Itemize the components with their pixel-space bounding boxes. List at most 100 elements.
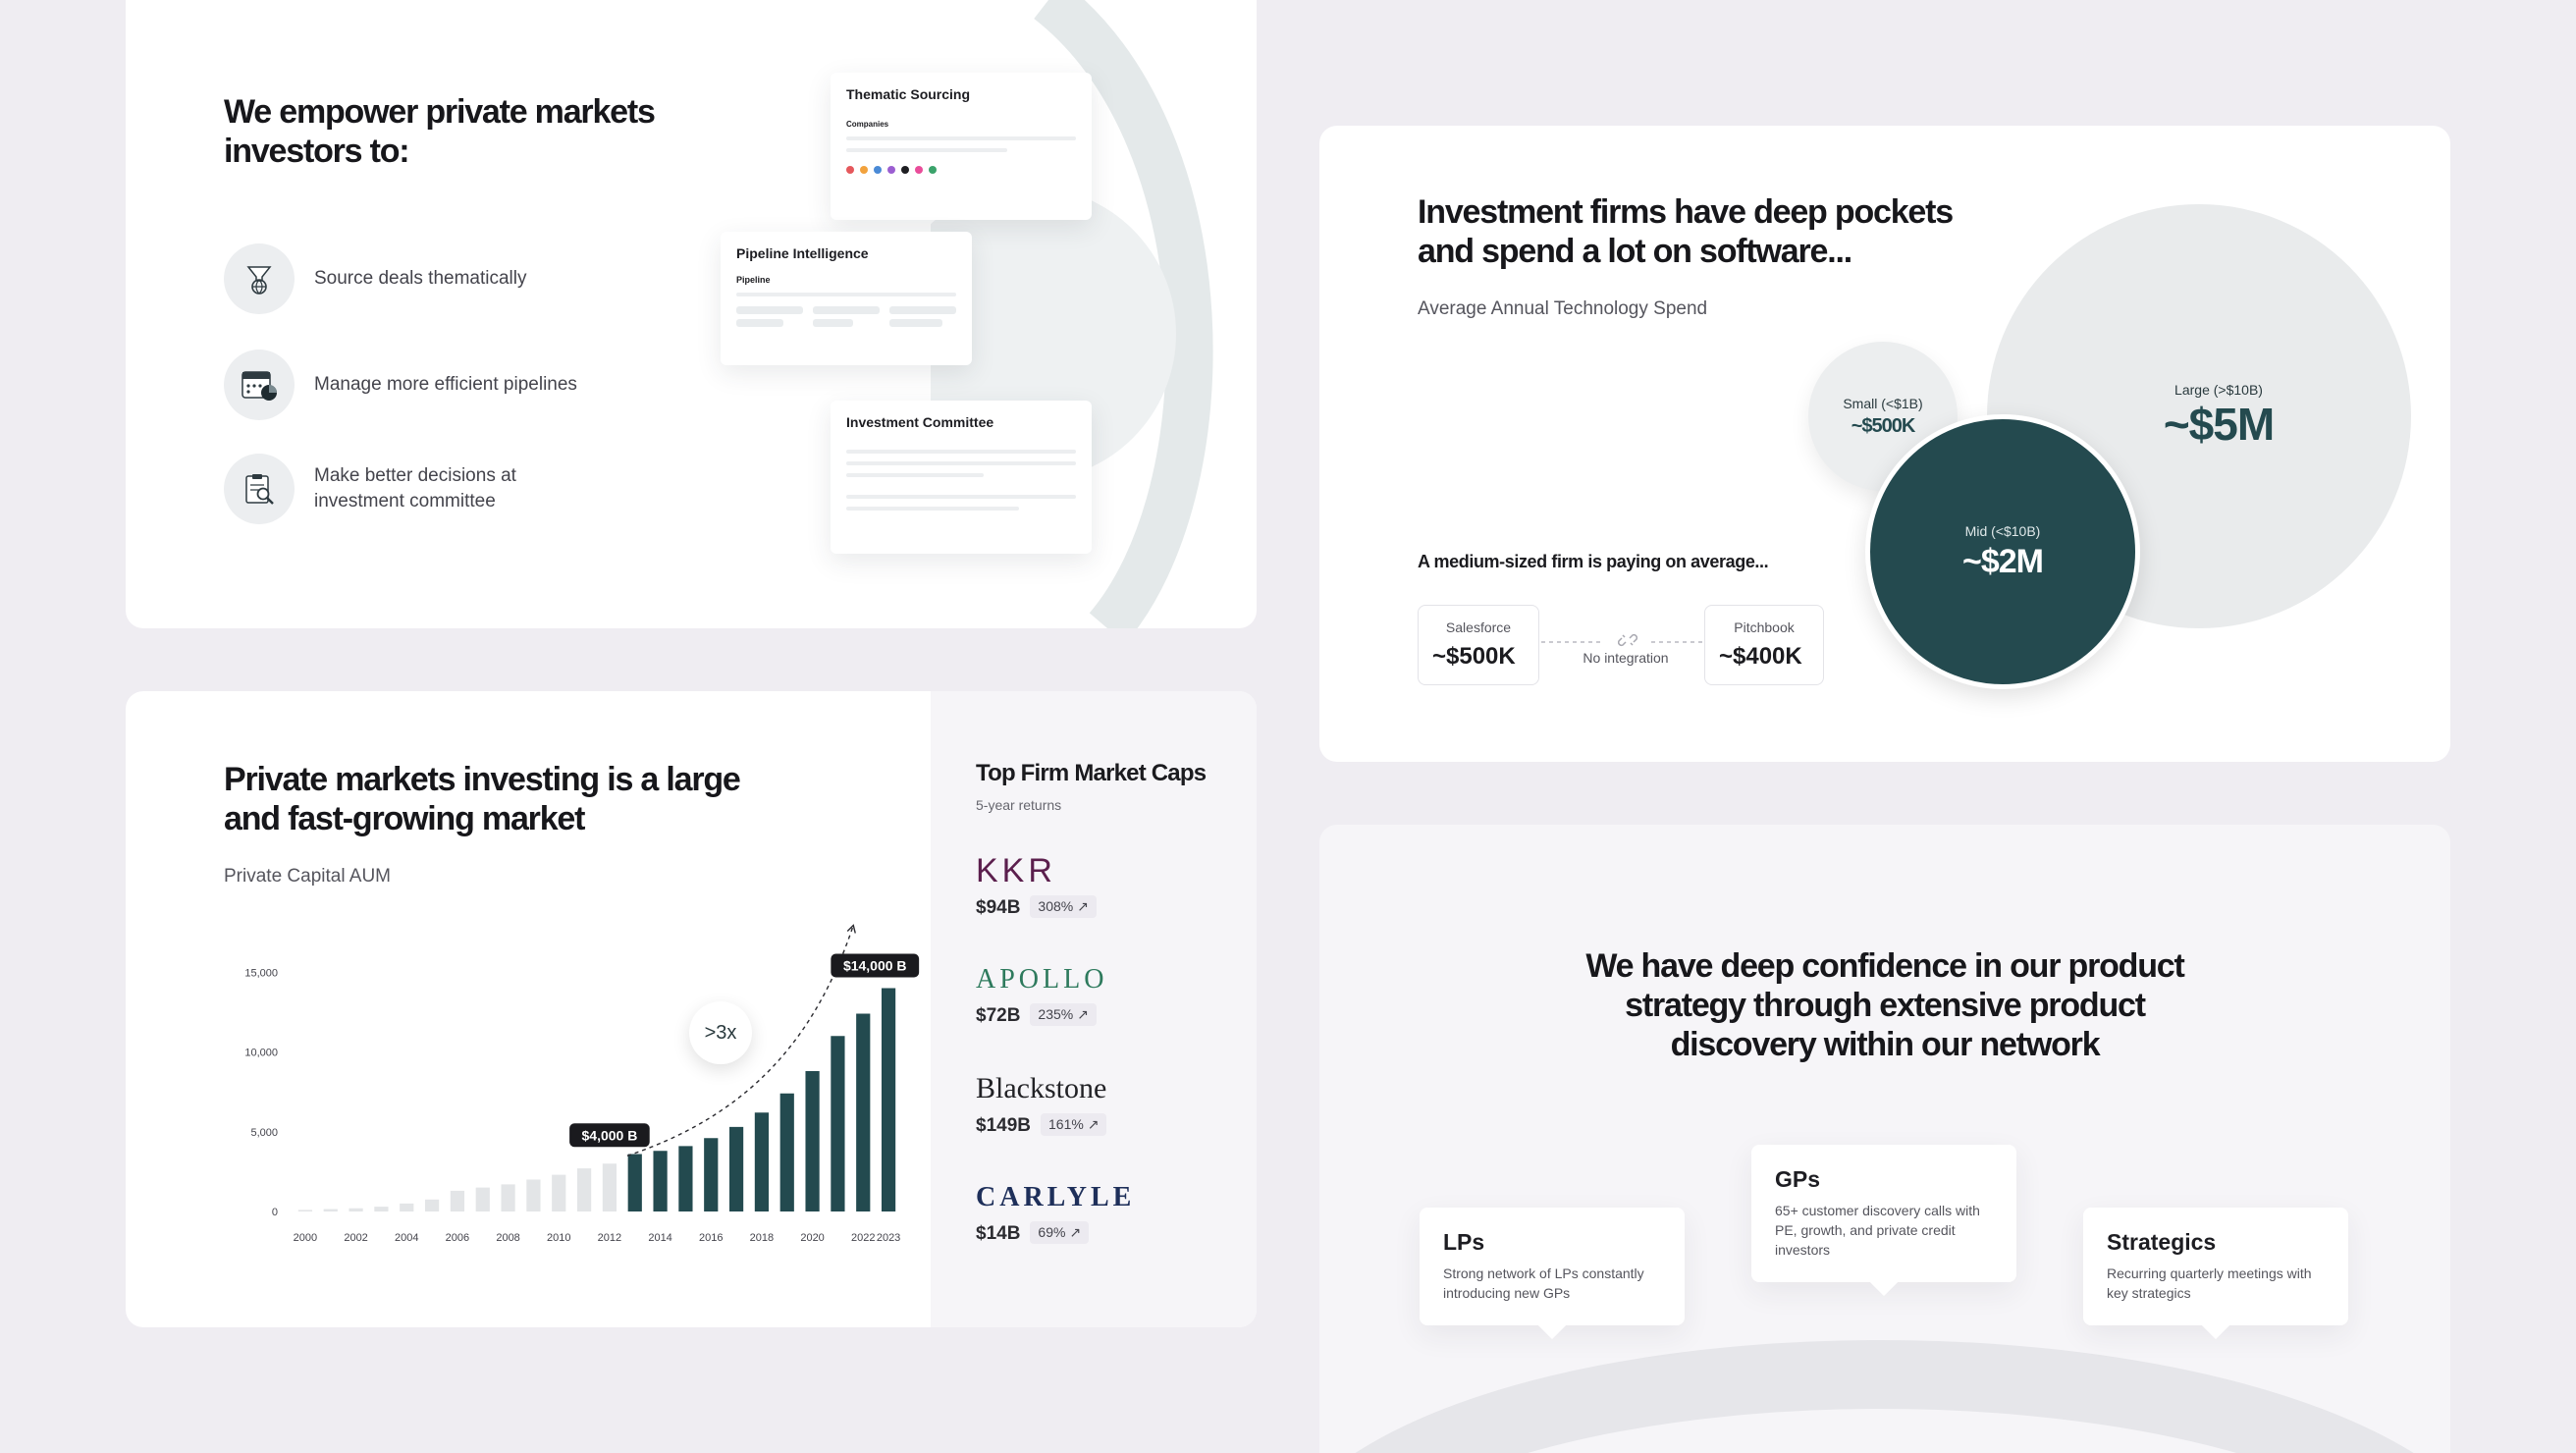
y-tick-label: 10,000 — [244, 1048, 278, 1059]
tool-label: Salesforce — [1445, 619, 1512, 635]
market-title-line2: and fast-growing market — [224, 800, 585, 837]
desc-line: 65+ customer discovery calls with — [1775, 1203, 1980, 1218]
thematic-sourcing-title: Thematic Sourcing — [846, 86, 971, 102]
bubble-value: ~$5M — [2163, 399, 2275, 450]
x-tick-label: 2014 — [648, 1232, 671, 1244]
placeholder-row — [846, 495, 1076, 499]
bar-2023 — [881, 988, 896, 1211]
spend-subtitle: Average Annual Technology Spend — [1418, 298, 1708, 319]
bar-2017 — [728, 1126, 744, 1211]
network-card-title: GPs — [1775, 1166, 1821, 1192]
bubble-mid: Mid (<$10B) ~$2M — [1865, 414, 2140, 689]
investment-committee-title: Investment Committee — [846, 414, 994, 430]
kanban-columns — [736, 306, 956, 327]
y-tick-label: 5,000 — [250, 1127, 278, 1139]
bar-2015 — [678, 1146, 693, 1211]
bar-2002 — [349, 1208, 363, 1211]
feature-text-line1: Make better decisions at — [314, 465, 516, 486]
carlyle-logo: CARLYLE — [976, 1182, 1136, 1212]
placeholder-row — [846, 473, 985, 477]
bar-2007 — [475, 1187, 490, 1211]
pitchbook-spend: Pitchbook ~$400K — [1704, 605, 1824, 685]
firm-return: 308% — [1038, 898, 1074, 914]
firm-market-cap: $149B — [976, 1115, 1031, 1136]
calendar-pie-icon — [224, 350, 295, 420]
empower-title: We empower private markets investors to: — [224, 92, 656, 171]
bar-2019 — [779, 1093, 794, 1211]
x-tick-label: 2018 — [750, 1232, 774, 1244]
bar-2005 — [424, 1199, 440, 1211]
broken-link-icon — [1617, 630, 1638, 650]
growth-arrow — [626, 925, 854, 1157]
firm-return: 69% — [1038, 1224, 1066, 1240]
desc-line: investors — [1775, 1242, 1831, 1258]
bar-2021 — [831, 1036, 845, 1211]
tool-value: ~$500K — [1432, 643, 1516, 670]
bar-2010 — [552, 1174, 566, 1211]
clipboard-search-icon — [224, 454, 295, 524]
tool-label: Pitchbook — [1734, 619, 1795, 635]
logo-row — [846, 166, 1076, 174]
dashed-connector — [1541, 641, 1710, 643]
placeholder-row — [846, 450, 1076, 454]
market-title: Private markets investing is a large and… — [224, 760, 741, 838]
x-tick-label: 2020 — [800, 1232, 824, 1244]
tool-value: ~$400K — [1719, 643, 1802, 670]
bar-2013 — [627, 1154, 642, 1211]
bar-2008 — [501, 1184, 515, 1211]
bar-2018 — [754, 1112, 770, 1211]
bubble-value: ~$2M — [1962, 542, 2044, 580]
feature-source-deals: Source deals thematically — [224, 243, 527, 314]
firm-market-cap: $72B — [976, 1005, 1021, 1026]
spend-title: Investment firms have deep pockets and s… — [1418, 192, 1954, 271]
callout-end-label-bg — [831, 953, 920, 978]
feature-text: Manage more efficient pipelines — [314, 374, 577, 395]
connector-label: No integration — [1583, 650, 1669, 666]
network-card-desc: Strong network of LPs constantly introdu… — [1443, 1264, 1661, 1303]
desc-line: PE, growth, and private credit — [1775, 1222, 1956, 1238]
x-tick-label: 2000 — [294, 1232, 317, 1244]
y-tick-label: 0 — [272, 1207, 278, 1218]
confidence-title-line2: strategy through extensive product — [1625, 987, 2146, 1024]
callout-start-label: $4,000 B — [582, 1127, 638, 1143]
bubble-small: Small (<$1B) ~$500K — [1808, 342, 1958, 491]
placeholder-row — [846, 461, 1076, 465]
decorative-arc — [1355, 1340, 2414, 1453]
arrow-up-right-icon: ↗ — [1069, 1224, 1082, 1240]
arrow-up-right-icon: ↗ — [1077, 1006, 1089, 1022]
x-tick-label: 2002 — [344, 1232, 367, 1244]
desc-line: Recurring quarterly meetings with — [2107, 1265, 2312, 1281]
market-title-line1: Private markets investing is a large — [224, 761, 741, 798]
bar-2006 — [450, 1190, 465, 1211]
x-tick-label: 2022 — [851, 1232, 875, 1244]
empower-title-line2: investors to: — [224, 133, 410, 170]
callout-end-label: $14,000 B — [843, 958, 907, 974]
firm-market-cap: $14B — [976, 1223, 1021, 1244]
network-card-title: LPs — [1443, 1229, 1485, 1255]
placeholder-row — [846, 507, 1019, 511]
growth-arrow-head — [846, 924, 856, 934]
bar-2016 — [704, 1138, 719, 1211]
x-tick-label: 2004 — [395, 1232, 418, 1244]
medium-firm-text: A medium-sized firm is paying on average… — [1418, 552, 1769, 571]
bar-2014 — [653, 1151, 668, 1211]
bubble-value: ~$500K — [1851, 414, 1916, 437]
bubble-label: Mid (<$10B) — [1964, 522, 2041, 539]
aum-bar-chart: 0 5,000 10,000 15,000 2000 2002 2004 2006 2008 20… — [244, 924, 920, 1244]
placeholder-row — [846, 136, 1076, 140]
confidence-title: We have deep confidence in our product s… — [1319, 946, 2450, 1064]
desc-line: key strategics — [2107, 1285, 2191, 1301]
investment-committee-screen: Investment Committee — [831, 401, 1092, 554]
firm-panel-subtitle: 5-year returns — [976, 797, 1062, 813]
confidence-card: We have deep confidence in our product s… — [1319, 825, 2450, 1453]
bar-2009 — [526, 1179, 541, 1211]
network-card-lps: LPs Strong network of LPs constantly int… — [1420, 1208, 1685, 1340]
spend-title-line2: and spend a lot on software... — [1418, 233, 1852, 270]
bar-2004 — [400, 1203, 414, 1211]
network-card-title: Strategics — [2107, 1229, 2217, 1255]
placeholder-row — [736, 293, 956, 296]
feature-pipelines: Manage more efficient pipelines — [224, 350, 577, 420]
x-tick-label: 2012 — [598, 1232, 621, 1244]
network-card-desc: 65+ customer discovery calls with PE, gr… — [1775, 1201, 1993, 1260]
feature-text-line2: investment committee — [314, 491, 496, 511]
